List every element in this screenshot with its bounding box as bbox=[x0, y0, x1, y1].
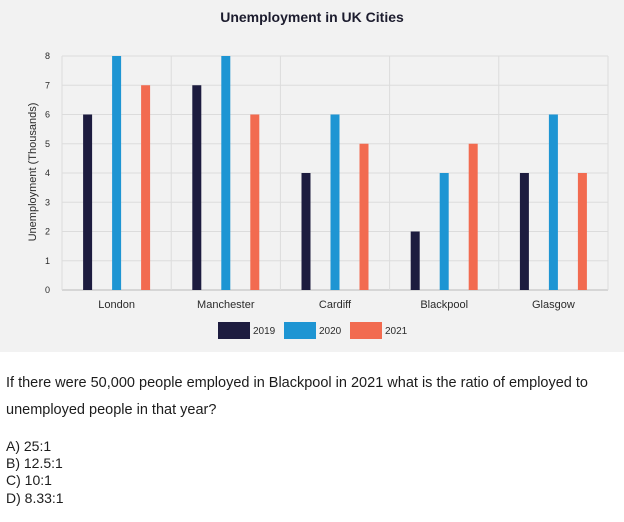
bar-2020-glasgow bbox=[548, 114, 558, 290]
x-category-label: Blackpool bbox=[420, 299, 468, 311]
bar-2019-london bbox=[83, 114, 93, 290]
legend-label-2019: 2019 bbox=[253, 326, 276, 337]
y-tick-label: 8 bbox=[45, 51, 50, 61]
y-axis-label: Unemployment (Thousands) bbox=[27, 103, 39, 242]
legend-swatch-2021 bbox=[350, 322, 382, 339]
legend-swatch-2019 bbox=[218, 322, 250, 339]
x-category-label: Glasgow bbox=[532, 299, 575, 311]
bar-2020-london bbox=[112, 56, 122, 290]
answer-options: A) 25:1 B) 12.5:1 C) 10:1 D) 8.33:1 bbox=[6, 438, 64, 507]
bar-2019-glasgow bbox=[519, 173, 529, 290]
bar-2021-manchester bbox=[250, 114, 260, 290]
y-tick-label: 5 bbox=[45, 139, 50, 149]
bar-2021-blackpool bbox=[468, 143, 478, 290]
chart-title: Unemployment in UK Cities bbox=[220, 9, 404, 25]
y-tick-label: 7 bbox=[45, 80, 50, 90]
legend-swatch-2020 bbox=[284, 322, 316, 339]
bar-chart: Unemployment in UK Cities 0 1 2 3 4 5 6 7 8 Unempl… bbox=[27, 9, 609, 339]
legend-label-2021: 2021 bbox=[385, 326, 408, 337]
bar-2019-cardiff bbox=[301, 173, 311, 290]
question-text: If there were 50,000 people employed in … bbox=[6, 375, 588, 418]
y-tick-label: 3 bbox=[45, 197, 50, 207]
legend-label-2020: 2020 bbox=[319, 326, 342, 337]
bar-2020-blackpool bbox=[439, 173, 449, 290]
y-tick-label: 1 bbox=[45, 256, 50, 266]
bar-2021-london bbox=[141, 85, 151, 290]
y-tick-label: 6 bbox=[45, 110, 50, 120]
answer-option-d[interactable]: D) 8.33:1 bbox=[6, 489, 64, 506]
y-tick-label: 4 bbox=[45, 168, 50, 178]
y-tick-label: 0 bbox=[45, 285, 50, 295]
bar-2019-manchester bbox=[192, 85, 202, 290]
x-category-label: London bbox=[98, 299, 135, 311]
chart-panel: Unemployment in UK Cities 0 1 2 3 4 5 6 7 8 Unempl… bbox=[0, 0, 624, 352]
x-category-label: Manchester bbox=[197, 299, 255, 311]
bar-2021-cardiff bbox=[359, 143, 369, 290]
bar-2020-cardiff bbox=[330, 114, 340, 290]
bar-2020-manchester bbox=[221, 56, 231, 290]
bar-2021-glasgow bbox=[577, 173, 587, 290]
answer-option-c[interactable]: C) 10:1 bbox=[6, 472, 52, 489]
y-tick-label: 2 bbox=[45, 227, 50, 237]
x-category-label: Cardiff bbox=[319, 299, 352, 311]
answer-option-a[interactable]: A) 25:1 bbox=[6, 438, 52, 454]
answer-option-b[interactable]: B) 12.5:1 bbox=[6, 455, 63, 472]
bar-2019-blackpool bbox=[410, 231, 420, 290]
